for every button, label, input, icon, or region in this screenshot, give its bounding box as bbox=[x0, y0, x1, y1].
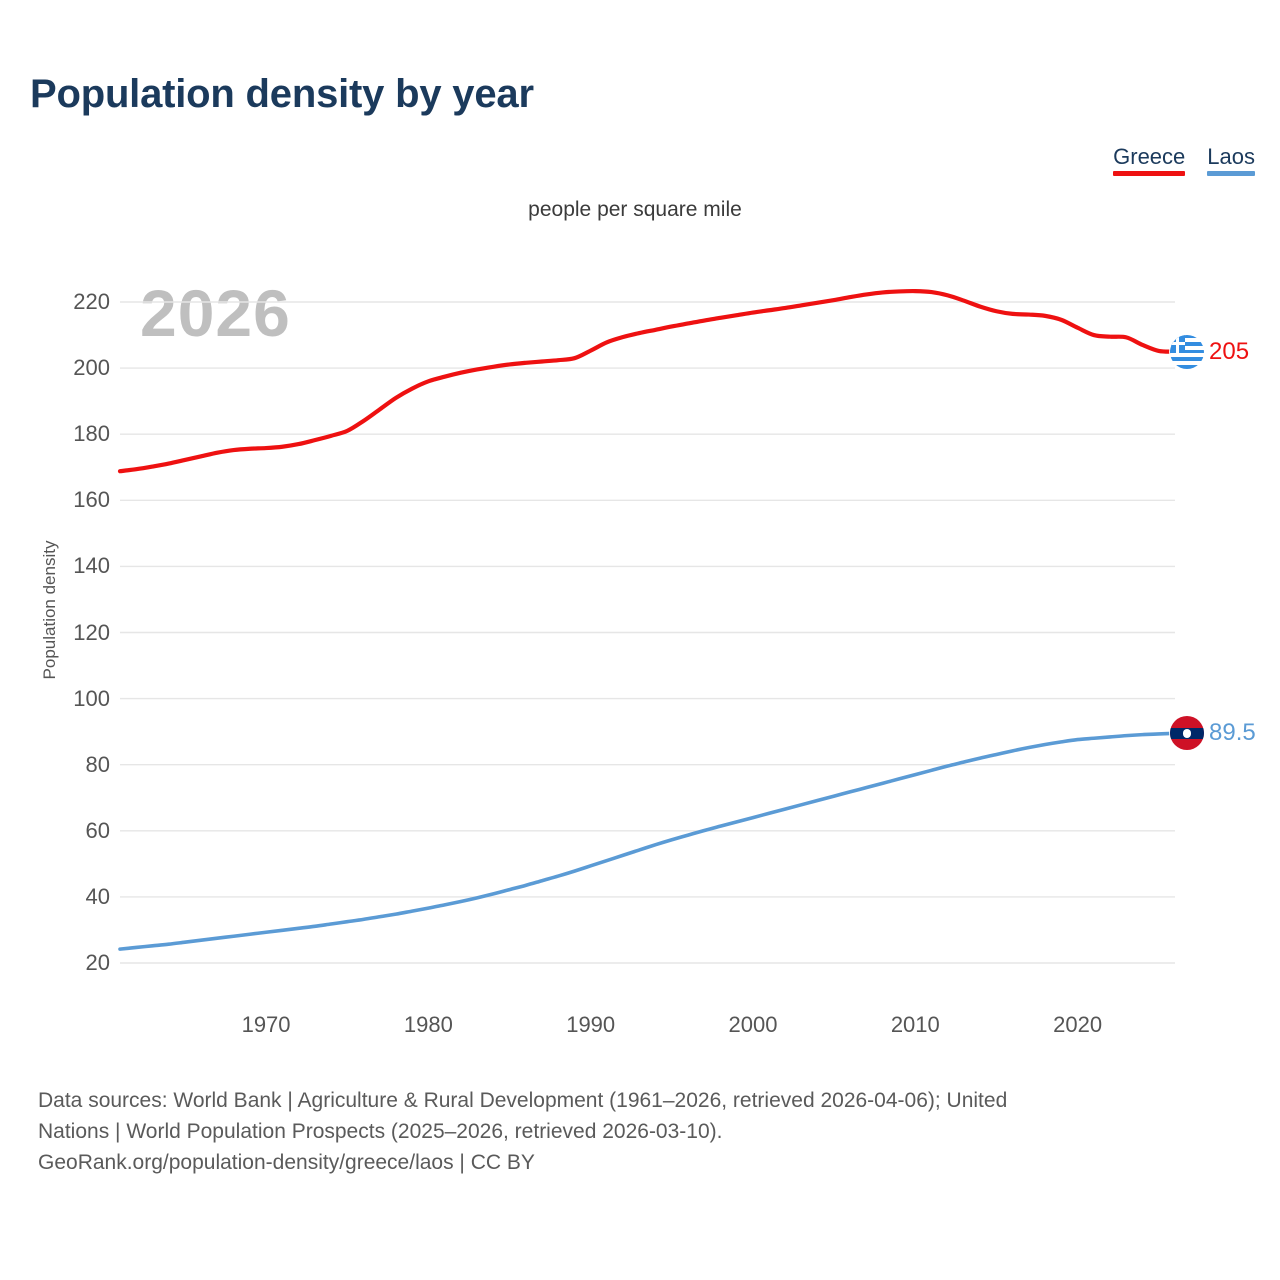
legend-swatch-greece bbox=[1113, 171, 1186, 177]
x-axis-tick: 1970 bbox=[241, 1012, 291, 1037]
page-title: Population density by year bbox=[30, 72, 534, 116]
footer-line-3[interactable]: GeoRank.org/population-density/greece/la… bbox=[38, 1151, 535, 1175]
footer-sources: Data sources: World Bank | Agriculture &… bbox=[38, 1085, 1253, 1178]
laos-end-value: 89.5 bbox=[1209, 719, 1256, 747]
y-axis-tick: 60 bbox=[85, 817, 110, 843]
legend-item-laos[interactable]: Laos bbox=[1207, 144, 1255, 177]
y-axis-tick: 200 bbox=[73, 355, 110, 381]
series-line-laos bbox=[118, 731, 1177, 951]
legend-swatch-laos bbox=[1207, 171, 1255, 177]
legend-label-laos: Laos bbox=[1207, 144, 1255, 169]
x-axis-tick: 2000 bbox=[728, 1012, 778, 1037]
greece-flag-icon bbox=[1170, 334, 1204, 369]
y-axis-tick: 220 bbox=[73, 289, 110, 314]
chart-legend: Greece Laos bbox=[1113, 144, 1255, 177]
chart-subtitle: people per square mile bbox=[0, 198, 1280, 222]
y-axis-tick: 140 bbox=[73, 553, 110, 579]
y-axis-title: Population density bbox=[40, 540, 59, 680]
chart-subtitle-text: people per square mile bbox=[528, 198, 742, 221]
y-axis-tick: 80 bbox=[85, 751, 110, 777]
greece-end-value: 205 bbox=[1209, 337, 1250, 365]
x-axis-tick: 1980 bbox=[403, 1012, 453, 1037]
legend-label-greece: Greece bbox=[1113, 144, 1186, 169]
y-axis-tick: 100 bbox=[73, 685, 110, 711]
laos-flag-icon bbox=[1170, 716, 1204, 751]
y-axis-tick: 120 bbox=[73, 619, 110, 645]
y-axis-tick: 40 bbox=[85, 883, 110, 909]
y-axis-tick: 180 bbox=[73, 421, 110, 447]
x-axis-tick: 2010 bbox=[890, 1012, 940, 1037]
y-axis-tick: 160 bbox=[73, 487, 110, 513]
year-watermark: 2026 bbox=[140, 276, 291, 350]
x-axis-tick: 1990 bbox=[566, 1012, 616, 1037]
footer-line-1: Data sources: World Bank | Agriculture &… bbox=[38, 1089, 1008, 1112]
x-axis-tick: 2020 bbox=[1053, 1012, 1103, 1037]
footer-line-2: Nations | World Population Prospects (20… bbox=[38, 1120, 723, 1144]
legend-item-greece[interactable]: Greece bbox=[1113, 144, 1186, 177]
y-axis-tick: 20 bbox=[85, 950, 110, 975]
